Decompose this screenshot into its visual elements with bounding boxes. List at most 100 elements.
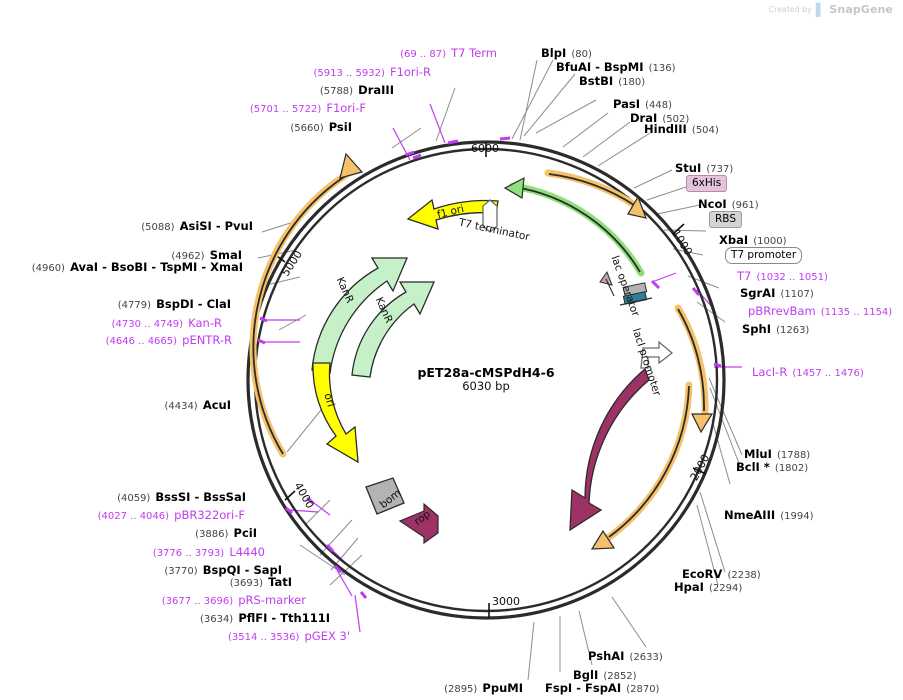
label-f1ori-r: (5913 .. 5932) F1ori-R bbox=[313, 63, 431, 79]
label-tati-name: TatI bbox=[268, 575, 292, 589]
label-pbrrevbam-name: pBRrevBam bbox=[748, 304, 816, 318]
label-f1ori-f-pos: (5701 .. 5722) bbox=[249, 104, 322, 115]
label-blpi-name: BlpI bbox=[541, 46, 567, 60]
label-avai-bsobi-tspmi-xmai: (4960) AvaI - BsoBI - TspMI - XmaI bbox=[32, 258, 243, 274]
label-pshai-pos: (2633) bbox=[629, 652, 663, 663]
label-bspqi-sapi: (3770) BspQI - SapI bbox=[164, 561, 282, 577]
snapgene-logo-icon: ▌ bbox=[815, 2, 826, 17]
label-hindiii-name: HindIII bbox=[644, 122, 687, 136]
label-hpai-name: HpaI bbox=[674, 580, 704, 594]
label-asisi-pvui-name: AsiSI - PvuI bbox=[179, 219, 253, 233]
tag-t7-promoter: T7 promoter bbox=[725, 247, 803, 265]
label-bcli-name: BclI * bbox=[736, 460, 770, 474]
label-pflfi-tth111i-pos: (3634) bbox=[199, 614, 234, 625]
label-stui-pos: (737) bbox=[706, 164, 734, 175]
label-stui-name: StuI bbox=[675, 161, 702, 175]
label-pflfi-tth111i: (3634) PflFI - Tth111I bbox=[200, 609, 330, 625]
label-pgex-3prime-name: pGEX 3' bbox=[304, 629, 351, 643]
label-pshai-name: PshAI bbox=[588, 649, 625, 663]
label-smai: (4962) SmaI bbox=[171, 246, 242, 262]
label-psii-name: PsiI bbox=[328, 120, 352, 134]
label-draiii-pos: (5788) bbox=[319, 86, 354, 97]
label-hindiii: HindIII (504) bbox=[644, 120, 719, 136]
label-tati: (3693) TatI bbox=[230, 573, 292, 589]
label-stui: StuI (737) bbox=[675, 159, 733, 175]
label-xbai-name: XbaI bbox=[719, 233, 749, 247]
label-bsssi-bsssai: (4059) BssSI - BssSaI bbox=[117, 488, 246, 504]
snapgene-watermark: Created by ▌ SnapGene bbox=[769, 3, 893, 16]
label-pgex-3prime: (3514 .. 3536) pGEX 3' bbox=[228, 627, 350, 643]
transcript-arrow-laci-long bbox=[590, 381, 693, 550]
label-laci-r-name: LacI-R bbox=[752, 365, 788, 379]
label-l4440: (3776 .. 3793) L4440 bbox=[153, 543, 265, 559]
coordinate-ticks bbox=[273, 142, 707, 618]
label-bspqi-sapi-pos: (3770) bbox=[164, 566, 198, 577]
label-ncoi-pos: (961) bbox=[731, 200, 759, 211]
label-pentr-r: (4646 .. 4665) pENTR-R bbox=[106, 331, 232, 347]
tick-label-3000: 3000 bbox=[492, 595, 520, 608]
transcript-arrow-kanr bbox=[249, 152, 364, 458]
tick-label-6000: 6000 bbox=[471, 142, 499, 155]
label-nmeaiii: NmeAIII (1994) bbox=[724, 506, 814, 522]
tag-6xhis: 6xHis bbox=[686, 175, 728, 193]
label-bstbi: BstBI (180) bbox=[579, 72, 645, 88]
label-psii-pos: (5660) bbox=[290, 123, 324, 134]
label-bspdi-clai-name: BspDI - ClaI bbox=[156, 297, 231, 311]
label-drai-pos: (502) bbox=[662, 114, 690, 125]
label-laci-r-pos: (1457 .. 1476) bbox=[792, 368, 864, 379]
label-t7-primer-name: T7 bbox=[737, 269, 752, 283]
label-pasi-name: PasI bbox=[613, 97, 641, 111]
label-prs-marker: (3677 .. 3696) pRS-marker bbox=[162, 591, 306, 607]
label-f1ori-f: (5701 .. 5722) F1ori-F bbox=[250, 99, 366, 115]
feature-ori bbox=[312, 362, 359, 464]
label-fspi-fspai-name: FspI - FspAI bbox=[545, 681, 622, 695]
label-bgli-pos: (2852) bbox=[603, 671, 637, 682]
label-nmeaiii-name: NmeAIII bbox=[724, 508, 776, 522]
label-pbr322ori-f-name: pBR322ori-F bbox=[174, 508, 245, 522]
label-blpi: BlpI (80) bbox=[541, 44, 592, 60]
feature-laci bbox=[569, 367, 650, 532]
label-ncoi-name: NcoI bbox=[698, 197, 727, 211]
label-pbrrevbam: pBRrevBam (1135 .. 1154) bbox=[748, 302, 892, 318]
label-bstbi-name: BstBI bbox=[579, 74, 614, 88]
feature-lac-operator-glyph bbox=[599, 270, 653, 306]
label-pbrrevbam-pos: (1135 .. 1154) bbox=[820, 307, 893, 318]
label-psii: (5660) PsiI bbox=[290, 118, 352, 134]
label-asisi-pvui-pos: (5088) bbox=[141, 222, 175, 233]
label-bspdi-clai-pos: (4779) bbox=[117, 300, 152, 311]
feature-f1-ori bbox=[406, 198, 499, 230]
label-acui: (4434) AcuI bbox=[164, 396, 231, 412]
label-draiii: (5788) DraIII bbox=[320, 81, 394, 97]
tag-rbs: RBS bbox=[709, 211, 742, 229]
label-ncoi: NcoI (961) bbox=[698, 195, 759, 211]
label-bsssi-bsssai-pos: (4059) bbox=[117, 493, 151, 504]
label-pgex-3prime-pos: (3514 .. 3536) bbox=[227, 632, 300, 643]
label-t7-term-pos: (69 .. 87) bbox=[400, 49, 447, 60]
label-bspdi-clai: (4779) BspDI - ClaI bbox=[118, 295, 231, 311]
label-pshai: PshAI (2633) bbox=[588, 647, 663, 663]
label-pentr-r-pos: (4646 .. 4665) bbox=[105, 336, 178, 347]
transcript-arrow-green bbox=[503, 176, 645, 277]
feature-rop bbox=[398, 502, 439, 545]
label-drai: DraI (502) bbox=[630, 109, 689, 125]
label-bfuai-bspmi-name: BfuAI - BspMI bbox=[556, 60, 644, 74]
watermark-brand-text: SnapGene bbox=[829, 3, 893, 16]
label-bfuai-bspmi: BfuAI - BspMI (136) bbox=[556, 58, 675, 74]
label-t7-primer: T7 (1032 .. 1051) bbox=[737, 267, 828, 283]
label-sgrai-name: SgrAI bbox=[740, 286, 776, 300]
label-laci-r: LacI-R (1457 .. 1476) bbox=[752, 363, 864, 379]
label-sgrai: SgrAI (1107) bbox=[740, 284, 814, 300]
watermark-created-text: Created by bbox=[768, 5, 812, 14]
label-fspi-fspai: FspI - FspAI (2870) bbox=[545, 679, 659, 695]
label-xbai-pos: (1000) bbox=[753, 236, 787, 247]
label-bstbi-pos: (180) bbox=[618, 77, 646, 88]
label-sphi: SphI (1263) bbox=[742, 320, 809, 336]
label-pentr-r-name: pENTR-R bbox=[182, 333, 232, 347]
label-smai-name: SmaI bbox=[209, 248, 242, 262]
label-asisi-pvui: (5088) AsiSI - PvuI bbox=[141, 217, 253, 233]
label-sgrai-pos: (1107) bbox=[780, 289, 814, 300]
label-mlui: MluI (1788) bbox=[744, 445, 810, 461]
label-prs-marker-pos: (3677 .. 3696) bbox=[161, 596, 234, 607]
label-ecorv: EcoRV (2238) bbox=[682, 565, 761, 581]
